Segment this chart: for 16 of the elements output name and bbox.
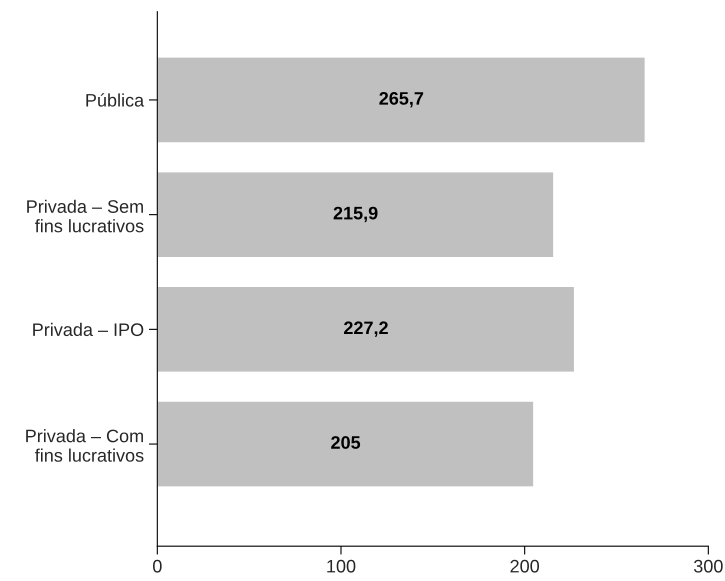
y-tick-label: Privada – Sem fins lucrativos (27, 200, 144, 232)
y-tick-label: Privada – Com fins lucrativos (26, 429, 144, 462)
x-tick-label: 200 (510, 560, 540, 573)
x-tick-label: 100 (327, 560, 356, 573)
x-tick-label: 0 (153, 560, 162, 573)
data-label: 205 (331, 436, 360, 449)
data-label: 227,2 (344, 321, 388, 337)
bar (157, 400, 535, 488)
bar (157, 286, 576, 374)
bar (157, 56, 646, 144)
y-tick-label: Privada – IPO (33, 322, 144, 336)
data-label: 215,9 (334, 206, 378, 222)
y-tick-label: Pública (86, 93, 144, 107)
data-label: 265,7 (379, 92, 424, 108)
bar (157, 170, 555, 258)
x-tick-label: 300 (694, 560, 723, 573)
